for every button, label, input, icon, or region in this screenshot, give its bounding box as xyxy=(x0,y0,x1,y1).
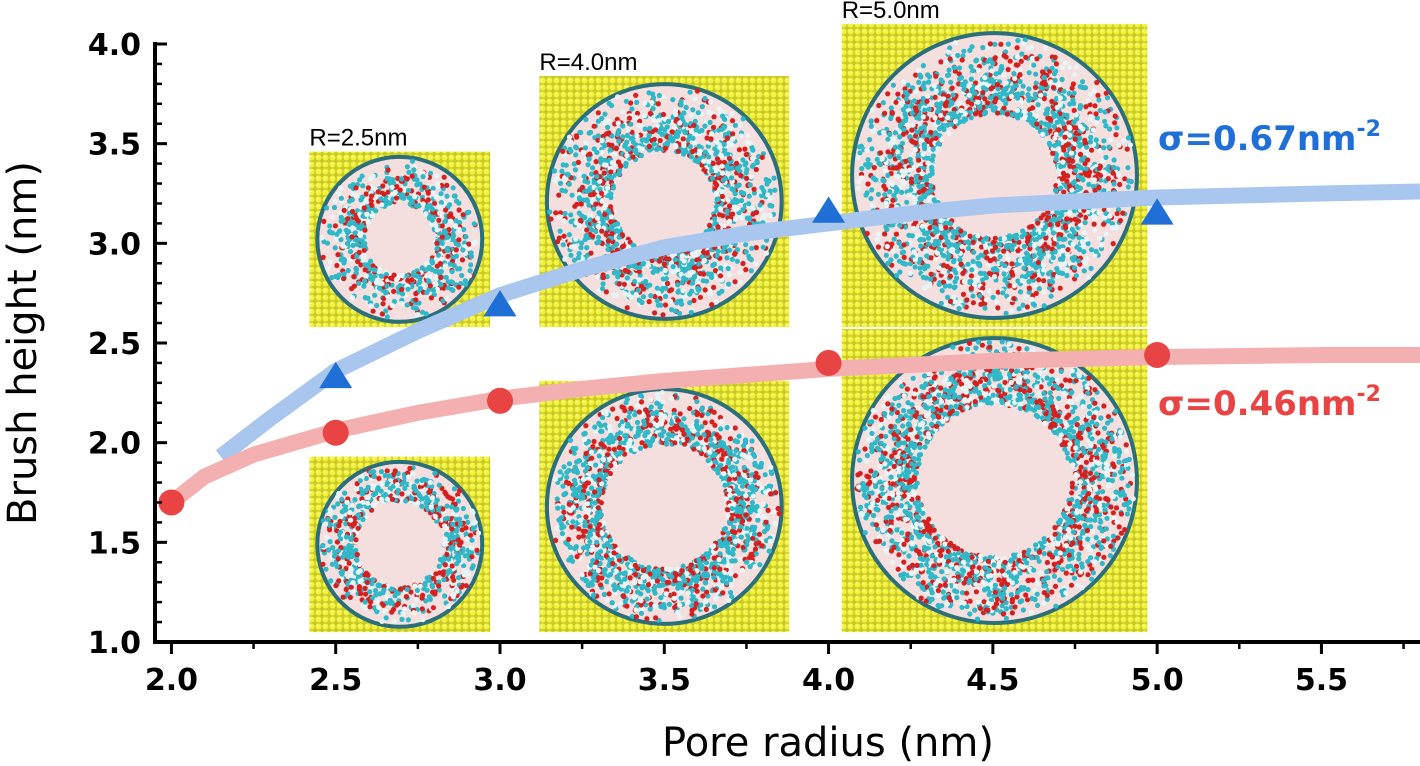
y-tick-label: 2.5 xyxy=(88,327,141,362)
x-tick-label: 2.0 xyxy=(145,663,198,698)
pore-snapshot-top: R=5.0nm xyxy=(841,0,1148,328)
snapshot-radius-label: R=5.0nm xyxy=(842,0,940,24)
x-tick-label: 2.5 xyxy=(309,663,362,698)
x-tick-label: 3.5 xyxy=(638,663,691,698)
y-tick-label: 1.5 xyxy=(88,526,141,561)
data-point-circle xyxy=(322,419,349,446)
data-point-triangle xyxy=(319,361,353,389)
data-point-triangle xyxy=(812,196,846,223)
x-tick-label: 5.0 xyxy=(1131,663,1184,698)
pore-snapshot-top: R=2.5nm xyxy=(309,125,491,328)
axes: 1.0 1.5 2.0 2.5 3.0 3.5 4.0 2.0 2.5 3.0 3.5 4.0 4.5 5… xyxy=(88,28,1420,698)
pore-snapshot-bottom xyxy=(841,329,1148,633)
snapshot-radius-label: R=2.5nm xyxy=(309,125,407,152)
y-axis-label: Brush height (nm) xyxy=(0,161,46,525)
x-tick-label: 4.0 xyxy=(802,663,855,698)
data-point-triangle xyxy=(483,290,517,317)
snapshot-radius-label: R=4.0nm xyxy=(539,49,637,76)
data-point-circle xyxy=(1144,341,1171,368)
data-point-triangle xyxy=(1140,198,1174,225)
x-tick-label: 5.5 xyxy=(1295,663,1348,698)
y-tick-label: 4.0 xyxy=(88,28,141,63)
series-label-exponent: -2 xyxy=(1357,382,1381,407)
x-axis-label: Pore radius (nm) xyxy=(662,720,994,766)
pore-snapshot-top: R=4.0nm xyxy=(539,49,790,328)
data-point-circle xyxy=(815,349,842,376)
series-label-text: σ=0.67nm xyxy=(1158,119,1357,159)
data-point-circle xyxy=(158,489,185,516)
y-tick-label: 2.0 xyxy=(88,427,141,462)
pore-snapshot-bottom xyxy=(309,456,491,633)
inset-snapshots: R=2.5nm R=4.0nm R=5.0nm xyxy=(309,0,1148,633)
fit-curve-series-0 xyxy=(215,183,1420,463)
data-point-circle xyxy=(487,387,513,414)
pore-snapshot-bottom xyxy=(539,380,790,633)
data-points xyxy=(158,196,1174,516)
series-label-exponent: -2 xyxy=(1357,117,1381,142)
series-label-1: σ=0.46nm-2 xyxy=(1158,382,1381,424)
y-tick-label: 3.5 xyxy=(88,128,141,163)
y-tick-label: 1.0 xyxy=(88,626,141,661)
series-label-0: σ=0.67nm-2 xyxy=(1158,117,1381,159)
series-label-text: σ=0.46nm xyxy=(1158,384,1357,424)
y-tick-label: 3.0 xyxy=(88,227,141,262)
x-tick-label: 3.0 xyxy=(473,663,526,698)
labels: Pore radius (nm) Brush height (nm) σ=0.6… xyxy=(0,117,1381,766)
x-tick-label: 4.5 xyxy=(966,663,1019,698)
